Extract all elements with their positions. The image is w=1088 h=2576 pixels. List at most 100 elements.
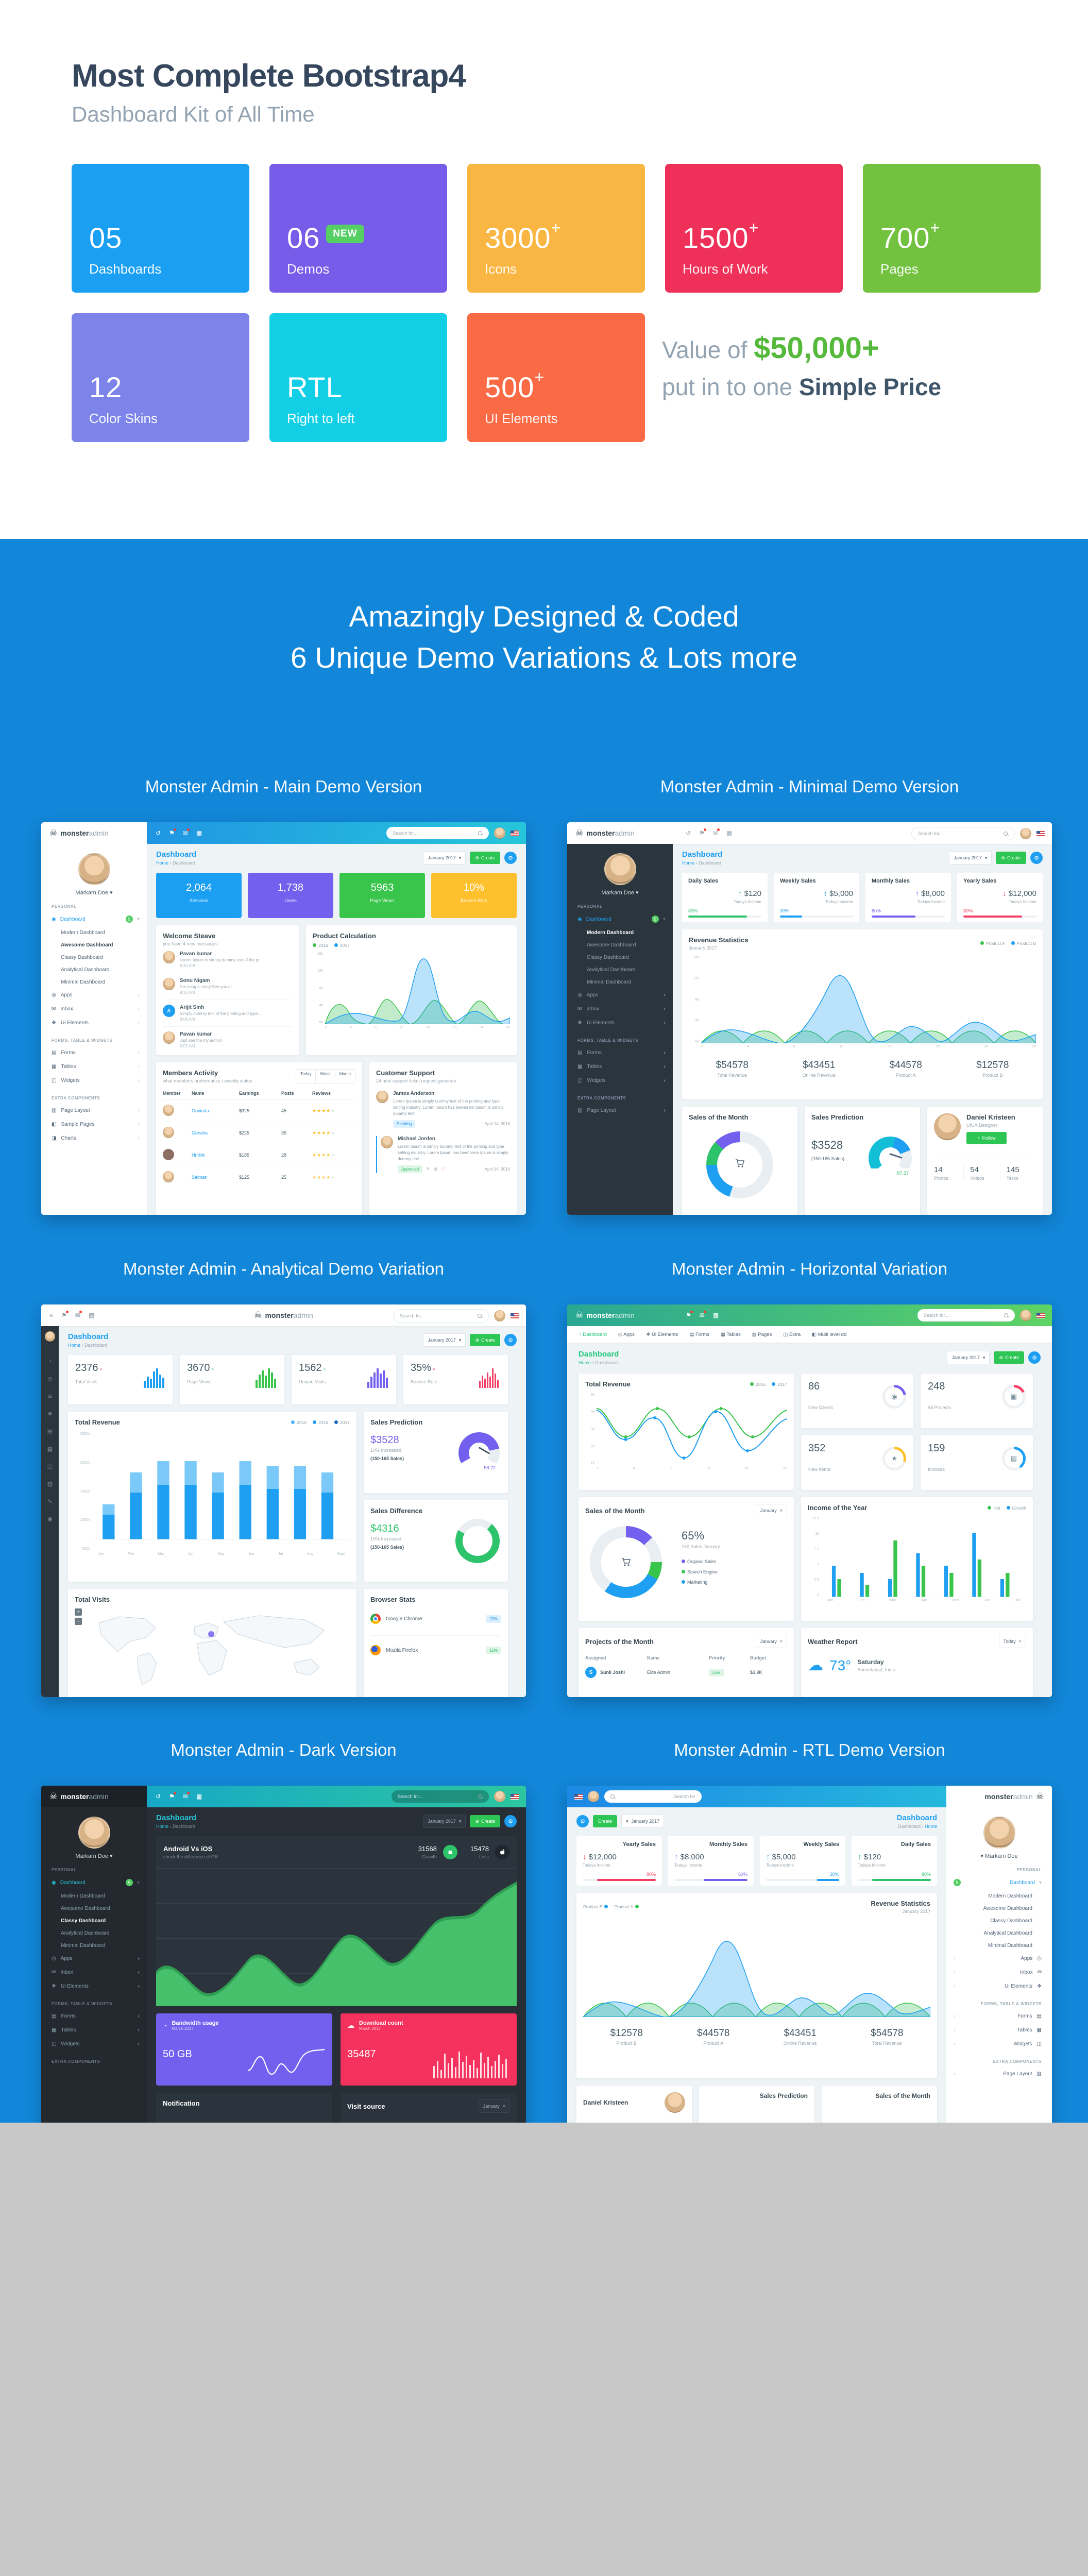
thumbnail-analytical[interactable]: ≡ ⚑ ✉ ▦ ☠ monsteradmin Search for... (41, 1304, 526, 1697)
user-name[interactable]: Markarn Doe ▾ (75, 1853, 113, 1859)
som-month-select[interactable]: January ˅ (755, 1504, 787, 1517)
member-link[interactable]: Govinda (192, 1108, 209, 1113)
nav-apps[interactable]: ◎ Apps (618, 1331, 635, 1337)
thumbnail-main-demo[interactable]: ☠ monsteradmin ↺ ⚑ ✉ ▦ Search for... (41, 822, 526, 1215)
sidebar-item-forms[interactable]: › Forms ▤ (954, 2013, 1042, 2019)
grid-apps-icon[interactable]: ▦ (712, 1312, 719, 1319)
sidebar-item[interactable]: Analytical Dashboard (587, 967, 636, 973)
month-select[interactable]: January 2017 ▾ (947, 1351, 990, 1364)
sidebar-item-inbox[interactable]: ✉ Inbox ‹ (577, 1006, 666, 1012)
collapse-icon[interactable]: ↺ (156, 1793, 161, 1800)
charts-icon[interactable]: ✎ (47, 1499, 53, 1505)
tab-week[interactable]: Week (316, 1069, 335, 1083)
sidebar-item-active[interactable]: Awesome Dashboard (61, 942, 113, 948)
pages-icon[interactable]: ▥ (47, 1481, 53, 1487)
thumbnail-rtl[interactable]: ...Search for monsteradmin ☠ ▾ Markarn Do… (567, 1786, 1052, 2178)
month-select[interactable]: January 2017 ▾ (423, 1815, 466, 1828)
nav-multilevel[interactable]: ◧ Multi level dd (812, 1331, 847, 1337)
user-avatar[interactable] (983, 1817, 1015, 1849)
sidebar-item-ui-elements[interactable]: ❖ Ui Elements ‹ (577, 1020, 666, 1026)
member-link[interactable]: Genelia (192, 1130, 208, 1136)
flag-notifications-icon[interactable]: ⚑ (686, 1311, 693, 1319)
sidebar-item-forms[interactable]: ▤ Forms ‹ (52, 1050, 140, 1056)
mail-icon[interactable]: ✉ (712, 828, 720, 837)
search-input[interactable]: Search for... (917, 1309, 1015, 1321)
flag-notifications-icon[interactable]: ⚑ (169, 1792, 176, 1800)
create-button[interactable]: ⊕ Create (470, 1334, 500, 1346)
grid-apps-icon[interactable]: ▦ (196, 1793, 202, 1800)
month-select[interactable]: January 2017 ▾ (423, 1333, 466, 1347)
settings-gear-icon[interactable]: ⚙ (1028, 1351, 1041, 1364)
sidebar-item-active[interactable]: Modern Dashboard (587, 929, 634, 936)
heart-icon[interactable]: ♡ (441, 1166, 446, 1172)
sidebar-item-ui-elements[interactable]: ❖ Ui Elements ‹ (52, 1020, 140, 1026)
tab-today[interactable]: Today (296, 1069, 316, 1083)
avatar[interactable] (494, 827, 505, 839)
search-input[interactable]: ...Search for (604, 1790, 702, 1803)
sidebar-item-widgets[interactable]: ◫ Widgets ‹ (577, 1078, 666, 1083)
sidebar-item-ui-elements[interactable]: › Ui Elements ❖ (954, 1984, 1042, 1989)
collapse-icon[interactable]: ↺ (686, 829, 691, 837)
dismiss-icon[interactable]: ⊗ (433, 1166, 438, 1172)
grid-apps-icon[interactable]: ▦ (196, 829, 202, 837)
message-item[interactable]: A Arijit Sinh Simply dummy text of the pri… (163, 1000, 292, 1027)
sidebar-item-tables[interactable]: ▦ Tables ‹ (52, 1064, 140, 1070)
sidebar-item[interactable]: Modern Dashboard (61, 1893, 105, 1899)
sidebar-item-widgets[interactable]: › Widgets ◫ (954, 2041, 1042, 2047)
map-zoom-out-button[interactable]: - (75, 1618, 82, 1625)
create-button[interactable]: ⊕ Create (470, 1815, 500, 1827)
sidebar-item-sample-pages[interactable]: ◧ Sample Pages ‹ (52, 1122, 140, 1127)
widgets-icon[interactable]: ◫ (47, 1464, 53, 1470)
user-name[interactable]: ▾ Markarn Doe (980, 1853, 1018, 1859)
sidebar-item-inbox[interactable]: ✉ Inbox ‹ (52, 1970, 140, 1975)
nav-pages[interactable]: ▥ Pages (752, 1331, 772, 1337)
mail-icon[interactable]: ✉ (75, 1311, 82, 1319)
sidebar-item-tables[interactable]: ▦ Tables ‹ (52, 2027, 140, 2033)
avatar[interactable] (494, 1791, 505, 1802)
ui-elements-icon[interactable]: ❖ (47, 1411, 53, 1417)
language-flag-icon[interactable] (511, 1313, 519, 1319)
user-avatar[interactable] (78, 853, 110, 885)
apps-icon[interactable]: ◎ (47, 1376, 53, 1382)
settings-gear-icon[interactable]: ⚙ (1030, 852, 1043, 864)
sidebar-item-widgets[interactable]: ◫ Widgets ‹ (52, 2041, 140, 2047)
sidebar-item-dashboard[interactable]: 5 Dashboard ▾ (946, 1875, 1052, 1890)
sidebar-item-apps[interactable]: ◎ Apps ‹ (577, 992, 666, 998)
settings-gear-icon[interactable]: ⚙ (504, 852, 517, 864)
message-item[interactable]: Pavan kumar Lorem Ipsum is simply dummy t… (163, 946, 292, 973)
sidebar-item-apps[interactable]: ◎ Apps ‹ (52, 992, 140, 998)
user-name[interactable]: Markarn Doe ▾ (75, 890, 113, 896)
create-button[interactable]: ⊕ Create (470, 852, 500, 864)
nav-forms[interactable]: ▤ Forms (689, 1331, 709, 1337)
member-link[interactable]: Hrithik (192, 1153, 205, 1158)
sidebar-item[interactable]: Classy Dashboard (61, 954, 103, 960)
user-name[interactable]: Markarn Doe ▾ (601, 890, 639, 896)
flag-notifications-icon[interactable]: ⚑ (699, 828, 706, 837)
search-input[interactable]: Search for... (911, 827, 1015, 840)
nav-extra[interactable]: ◫ Extra (783, 1331, 801, 1337)
month-select[interactable]: January 2017 ▾ (423, 851, 466, 865)
sidebar-item-inbox[interactable]: ✉ Inbox ‹ (52, 1006, 140, 1012)
create-button[interactable]: ⊕ Create (994, 1351, 1024, 1364)
language-flag-icon[interactable] (1036, 1312, 1045, 1318)
sidebar-item-charts[interactable]: ◨ Charts ‹ (52, 1136, 140, 1141)
search-input[interactable]: Search for... (386, 827, 489, 839)
user-avatar[interactable] (604, 853, 636, 885)
hamburger-menu-icon[interactable]: ≡ (49, 1312, 54, 1319)
sidebar-item-page-layout[interactable]: ▥ Page Layout ‹ (577, 1108, 666, 1113)
nav-dashboard[interactable]: ◔ Dashboard (579, 1331, 607, 1337)
settings-gear-icon[interactable]: ⚙ (504, 1334, 517, 1346)
grid-apps-icon[interactable]: ▦ (726, 829, 733, 837)
sidebar-item-tables[interactable]: › Tables ▦ (954, 2027, 1042, 2033)
flag-notifications-icon[interactable]: ⚑ (169, 828, 176, 837)
tables-icon[interactable]: ▦ (47, 1446, 53, 1452)
grid-apps-icon[interactable]: ▦ (88, 1312, 95, 1319)
thumbnail-dark[interactable]: ☠ monsteradmin ↺ ⚑ ✉ ▦ Search for... (41, 1786, 526, 2178)
user-avatar[interactable] (45, 1331, 55, 1342)
sidebar-item-dashboard[interactable]: ◉ Dashboard 5 ▾ (52, 1879, 140, 1886)
follow-button[interactable]: + Follow (966, 1132, 1007, 1144)
map-zoom-in-button[interactable]: + (75, 1608, 82, 1616)
create-button[interactable]: ⊕ Create (996, 852, 1026, 864)
user-avatar[interactable] (78, 1817, 110, 1849)
sidebar-item[interactable]: Awesome Dashboard (983, 1905, 1032, 1911)
